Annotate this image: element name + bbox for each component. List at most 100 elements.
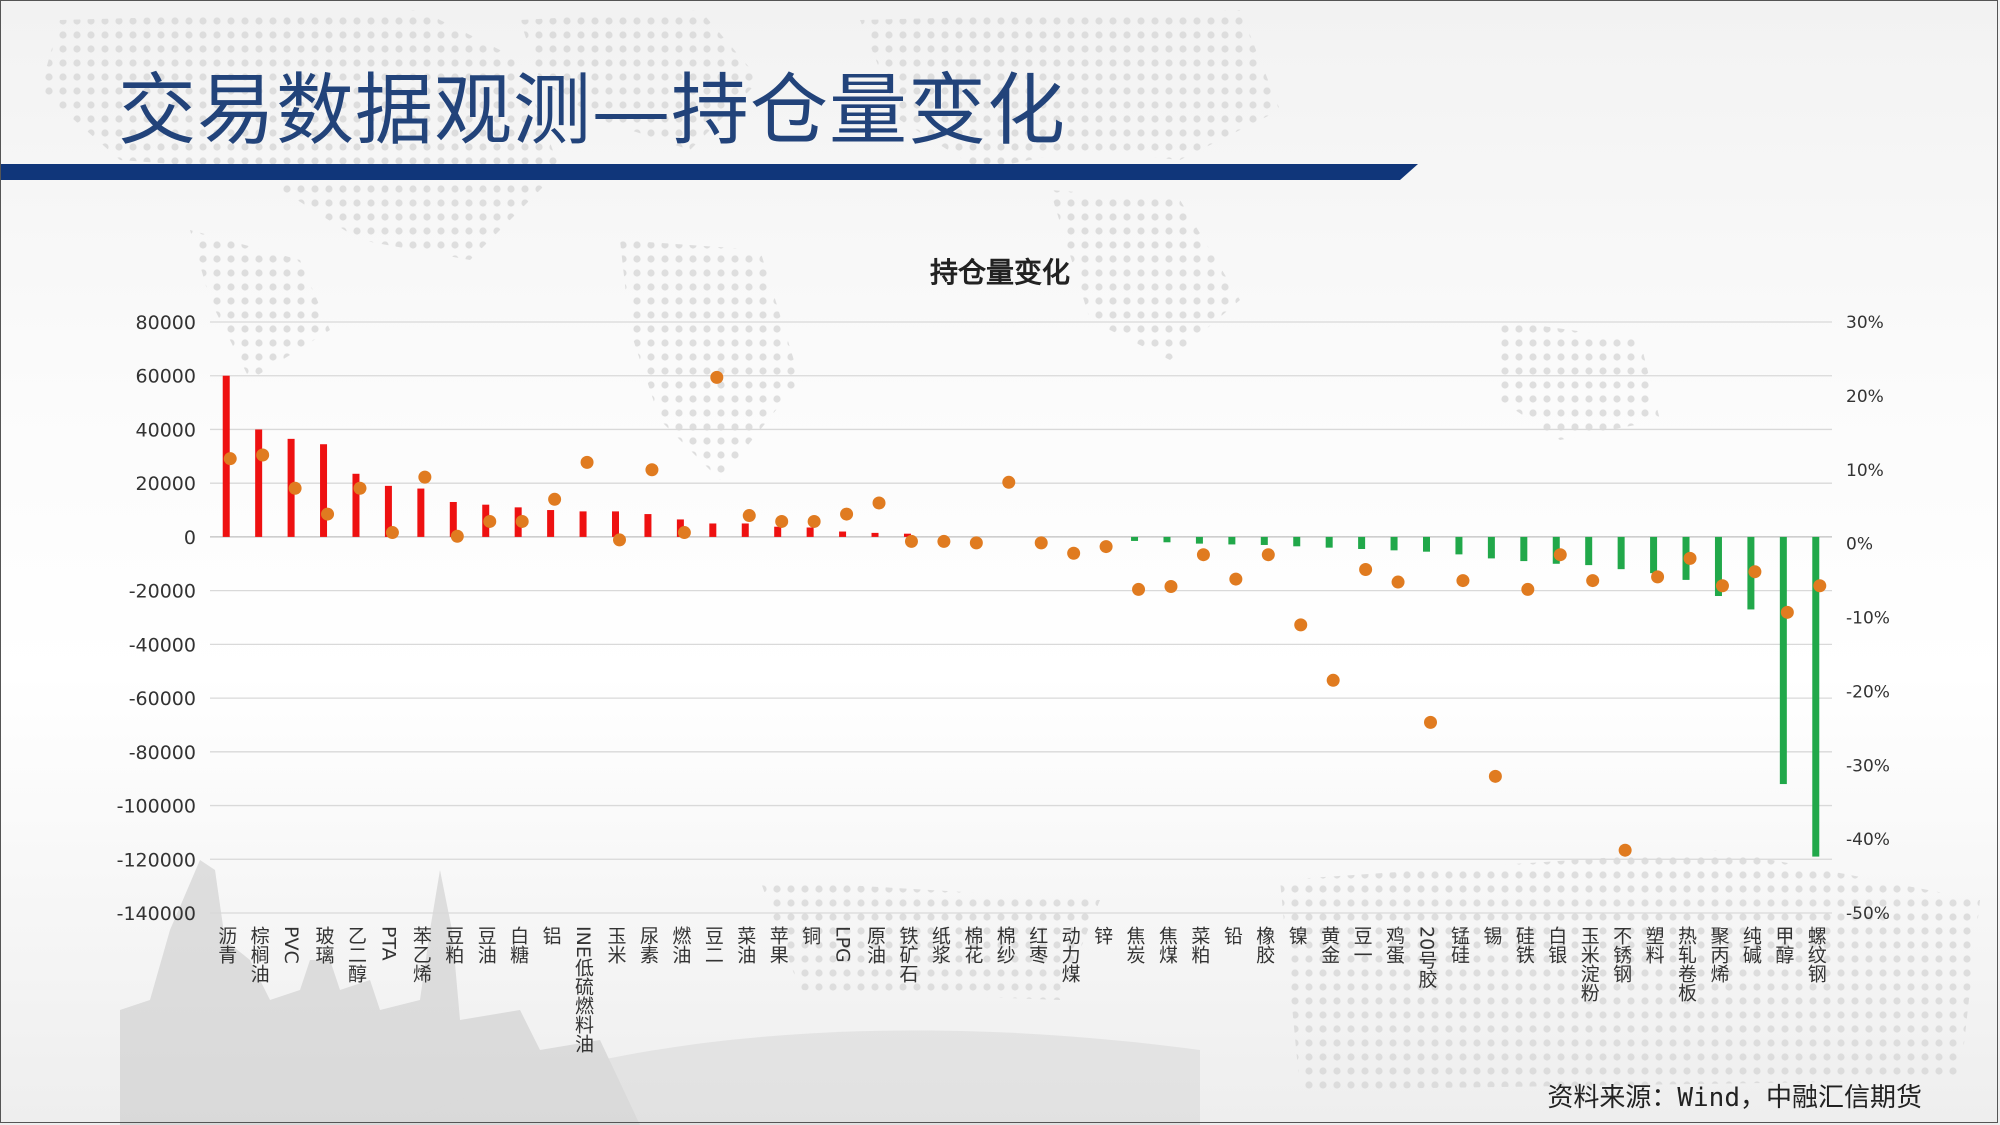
- category-label: 橡胶: [1253, 926, 1275, 964]
- category-label: 棕榈油: [248, 926, 270, 983]
- category-label: 沥青: [215, 926, 237, 965]
- data-point: [937, 534, 951, 548]
- bar: [449, 501, 457, 537]
- y2-tick-label: -50%: [1846, 904, 1890, 924]
- category-label: 热轧卷板: [1675, 926, 1697, 1002]
- category-label: 锰硅: [1448, 926, 1470, 964]
- data-point: [1229, 572, 1243, 586]
- bar: [1131, 536, 1139, 541]
- bar: [1617, 536, 1625, 570]
- data-point: [677, 526, 691, 540]
- y-tick-label: -80000: [129, 742, 196, 764]
- y-tick-label: -140000: [117, 903, 196, 925]
- category-label: 豆二: [702, 926, 724, 964]
- bar: [612, 511, 619, 537]
- chart-title: 持仓量变化: [930, 256, 1070, 289]
- data-point: [1456, 574, 1470, 588]
- y2-tick-label: -20%: [1846, 682, 1890, 702]
- category-label: 白糖: [507, 926, 529, 964]
- category-label: 焦煤: [1156, 926, 1178, 964]
- data-point: [450, 529, 464, 543]
- category-label: 尿素: [637, 926, 659, 964]
- category-label: 玉米: [605, 926, 627, 964]
- data-point: [1261, 548, 1275, 562]
- data-point: [1553, 548, 1567, 562]
- y-axis-right: 30% 20% 10% 0% -10% -20% -30% -40% -50%: [1846, 313, 1890, 924]
- y2-tick-label: 20%: [1846, 387, 1884, 407]
- data-point: [385, 526, 399, 540]
- data-point: [483, 514, 497, 528]
- category-label: 塑料: [1643, 926, 1665, 964]
- y-tick-label: 60000: [136, 366, 196, 388]
- data-point: [1683, 551, 1697, 565]
- category-label: 苹果: [767, 926, 789, 964]
- bar: [255, 429, 263, 537]
- data-point: [1618, 843, 1632, 857]
- x-axis-labels: 沥青 棕榈油 PVC 玻璃 乙二醇 PTA 苯乙烯 豆粕 豆油 白糖铝 INE低硫燃料油 玉米 尿素 燃油…: [215, 926, 1827, 1053]
- data-point: [321, 507, 335, 521]
- category-label: 铝: [540, 926, 562, 945]
- y-tick-label: 80000: [136, 312, 196, 334]
- data-point: [1002, 475, 1016, 489]
- y-tick-label: 20000: [136, 473, 196, 495]
- bar: [644, 514, 652, 537]
- category-label: 棉纱: [994, 926, 1016, 964]
- category-label: 甲醇: [1772, 926, 1794, 964]
- bar-series: [222, 375, 1820, 857]
- bar: [1293, 536, 1301, 547]
- bar: [774, 526, 782, 537]
- bar: [1325, 536, 1333, 548]
- category-label: 鸡蛋: [1383, 926, 1405, 964]
- data-point: [969, 536, 983, 550]
- data-point: [1424, 715, 1437, 729]
- dot-series: [223, 370, 1827, 857]
- data-point: [1391, 575, 1405, 589]
- bar: [1585, 536, 1593, 566]
- bar: [709, 523, 717, 537]
- bar: [1812, 536, 1820, 857]
- category-label: 豆油: [475, 926, 497, 964]
- category-label: 玻璃: [313, 926, 335, 965]
- title-underline-band: [0, 164, 1418, 180]
- data-point: [1067, 546, 1081, 560]
- data-point: [548, 492, 562, 506]
- category-label: INE低硫燃料油: [572, 926, 594, 1053]
- bar: [1195, 536, 1203, 544]
- data-point: [1294, 618, 1308, 632]
- data-point: [710, 370, 724, 384]
- bar: [1228, 536, 1236, 545]
- bar: [806, 527, 814, 537]
- data-point: [353, 481, 367, 495]
- bar: [417, 488, 425, 537]
- y-tick-label: -60000: [129, 688, 196, 710]
- y2-tick-label: -30%: [1846, 756, 1890, 776]
- y2-tick-label: -10%: [1846, 609, 1890, 629]
- data-point: [1164, 579, 1178, 593]
- category-label: 焦炭: [1124, 926, 1146, 964]
- category-label: 锌: [1091, 926, 1113, 945]
- bar: [871, 532, 879, 537]
- category-label: 铜: [799, 926, 821, 945]
- category-label: 20号胶: [1416, 926, 1438, 988]
- category-label: 纯碱: [1740, 926, 1762, 965]
- data-point: [1326, 673, 1340, 687]
- y2-tick-label: 0%: [1846, 535, 1873, 555]
- y2-tick-label: -40%: [1846, 830, 1890, 850]
- bar: [547, 510, 555, 537]
- bar: [1358, 536, 1366, 549]
- y-tick-label: -100000: [117, 796, 196, 818]
- data-point: [1488, 769, 1502, 783]
- data-point: [645, 463, 659, 477]
- y-tick-label: -40000: [129, 634, 196, 656]
- source-note: 资料来源：Wind，中融汇信期货: [1547, 1083, 1922, 1113]
- category-label: 原油: [864, 926, 886, 964]
- category-label: 不锈钢: [1610, 926, 1632, 983]
- data-point: [613, 533, 626, 547]
- category-label: PTA: [377, 926, 399, 961]
- data-point: [1034, 536, 1048, 550]
- data-point: [418, 470, 432, 484]
- bar: [320, 444, 328, 537]
- data-point: [515, 514, 529, 528]
- category-label: 白银: [1545, 926, 1567, 964]
